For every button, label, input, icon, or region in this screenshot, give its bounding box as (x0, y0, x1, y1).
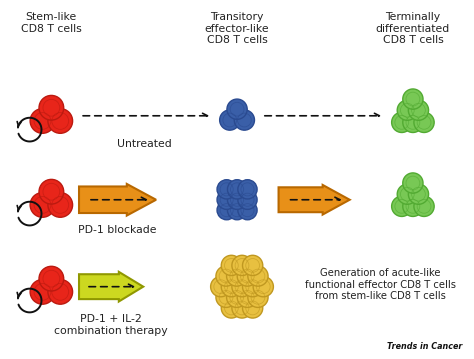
Circle shape (397, 100, 418, 120)
Circle shape (253, 276, 273, 297)
Circle shape (221, 298, 242, 318)
Circle shape (221, 276, 242, 297)
Circle shape (227, 99, 247, 119)
Circle shape (48, 192, 73, 217)
Circle shape (216, 266, 236, 286)
Circle shape (237, 287, 257, 307)
Circle shape (227, 287, 247, 307)
Circle shape (216, 287, 236, 307)
Circle shape (243, 255, 263, 276)
Circle shape (221, 255, 242, 276)
Circle shape (219, 110, 240, 130)
Circle shape (243, 298, 263, 318)
Circle shape (30, 192, 55, 217)
Polygon shape (79, 272, 143, 302)
Circle shape (238, 180, 257, 199)
Circle shape (408, 184, 428, 204)
Polygon shape (79, 184, 156, 215)
Circle shape (217, 180, 237, 199)
Circle shape (243, 276, 263, 297)
Circle shape (39, 180, 64, 204)
Circle shape (227, 266, 247, 286)
Circle shape (248, 266, 268, 286)
Circle shape (237, 266, 257, 286)
Circle shape (238, 201, 257, 220)
Circle shape (414, 196, 434, 216)
Circle shape (392, 112, 412, 132)
Circle shape (232, 298, 252, 318)
Circle shape (217, 201, 237, 220)
Circle shape (232, 276, 252, 297)
Circle shape (234, 110, 255, 130)
Circle shape (217, 190, 237, 209)
Circle shape (48, 109, 73, 133)
Circle shape (228, 190, 246, 209)
Circle shape (403, 89, 423, 109)
Circle shape (392, 196, 412, 216)
Text: Generation of acute-like
functional effector CD8 T cells
from stem-like CD8 T ce: Generation of acute-like functional effe… (305, 268, 456, 301)
Text: Trends in Cancer: Trends in Cancer (387, 342, 462, 351)
Text: Untreated: Untreated (117, 140, 172, 149)
Text: PD-1 + IL-2
combination therapy: PD-1 + IL-2 combination therapy (55, 314, 168, 336)
Circle shape (403, 173, 423, 193)
Circle shape (210, 276, 231, 297)
Circle shape (228, 201, 246, 220)
Circle shape (30, 109, 55, 133)
Text: PD-1 blockade: PD-1 blockade (78, 225, 157, 236)
Circle shape (414, 112, 434, 132)
Circle shape (238, 190, 257, 209)
Circle shape (30, 280, 55, 304)
Polygon shape (279, 185, 350, 215)
Circle shape (408, 100, 428, 120)
Circle shape (248, 287, 268, 307)
Text: Transitory
effector-like
CD8 T cells: Transitory effector-like CD8 T cells (205, 12, 269, 45)
Circle shape (397, 184, 418, 204)
Circle shape (48, 280, 73, 304)
Circle shape (39, 95, 64, 120)
Circle shape (403, 112, 423, 132)
Text: Terminally
differentiated
CD8 T cells: Terminally differentiated CD8 T cells (376, 12, 450, 45)
Circle shape (39, 266, 64, 291)
Circle shape (232, 255, 252, 276)
Text: Stem-like
CD8 T cells: Stem-like CD8 T cells (21, 12, 82, 34)
Circle shape (403, 196, 423, 216)
Circle shape (228, 180, 246, 199)
